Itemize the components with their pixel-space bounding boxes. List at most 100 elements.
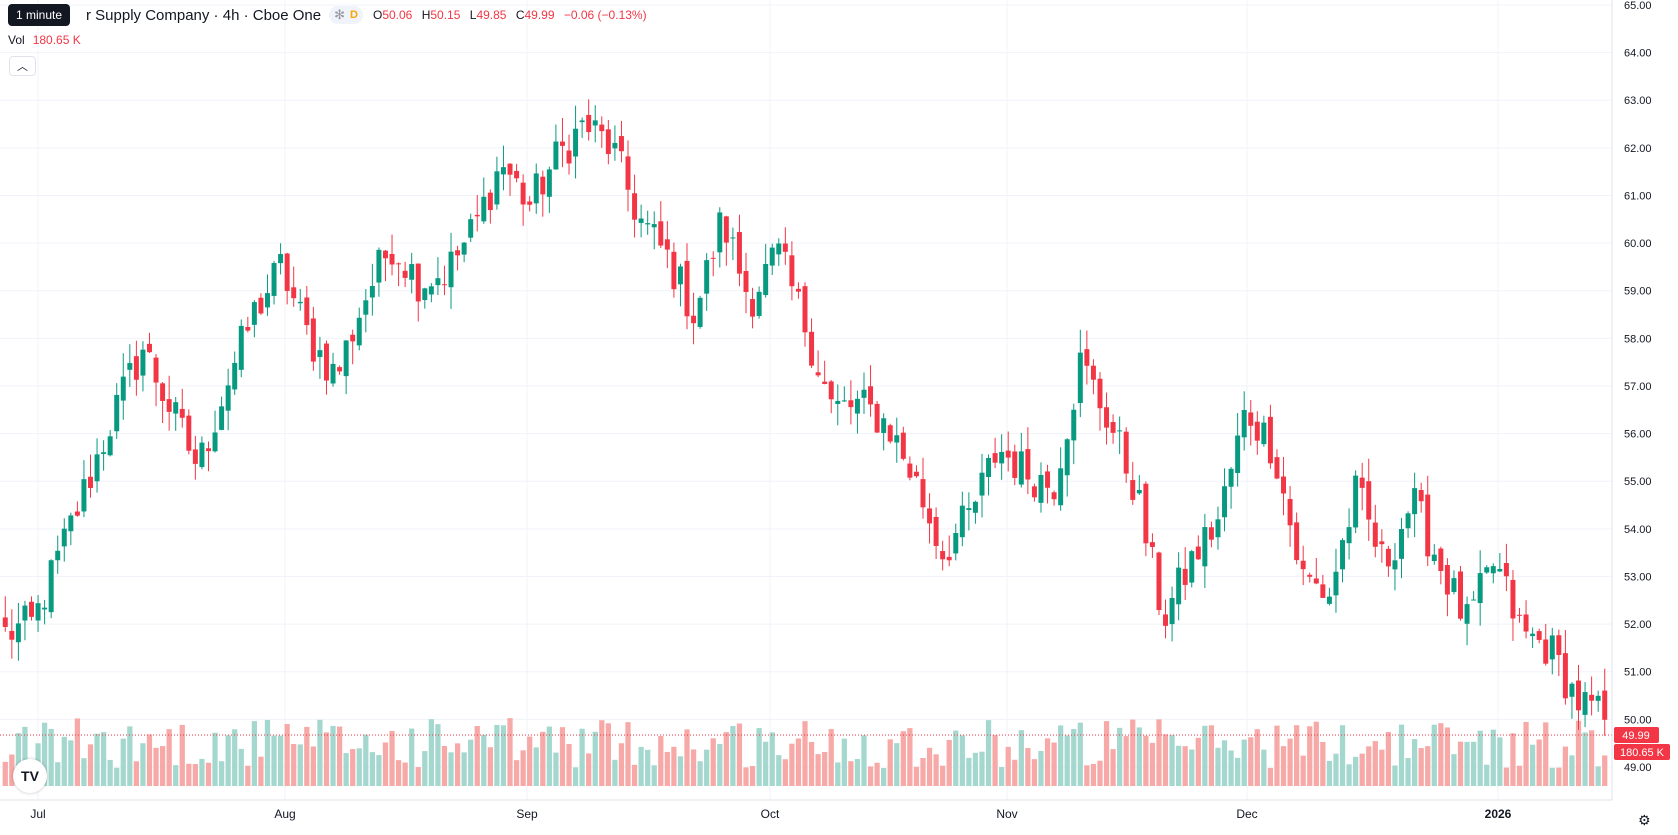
candle: [1130, 461, 1136, 505]
candle: [1294, 512, 1300, 565]
candle: [717, 207, 723, 268]
volume-bar: [1431, 724, 1437, 786]
candle: [376, 247, 382, 297]
volume-bar: [1477, 730, 1483, 786]
tradingview-logo-icon[interactable]: TV: [13, 759, 47, 793]
volume-bar: [1549, 767, 1555, 786]
candle: [1576, 664, 1581, 730]
volume-bar: [1451, 754, 1457, 786]
collapse-legend-button[interactable]: ︿: [9, 56, 36, 76]
volume-bar: [323, 732, 330, 786]
volume-bar: [441, 746, 448, 786]
volume-bar: [1162, 734, 1169, 786]
volume-bar: [500, 725, 507, 786]
candle: [225, 368, 231, 431]
gear-icon[interactable]: ⚙: [1638, 812, 1651, 828]
price-tick-label: 54.00: [1624, 524, 1652, 536]
candle: [9, 609, 15, 659]
volume-bar: [1523, 721, 1529, 786]
candle: [1359, 462, 1365, 511]
candle: [756, 286, 762, 319]
volume-bar: [395, 760, 402, 786]
volume-bar: [1071, 728, 1077, 786]
candle: [1228, 467, 1234, 509]
volume-bar: [671, 746, 677, 786]
candle: [1117, 416, 1123, 455]
candle: [1235, 413, 1241, 487]
volume-bar: [494, 724, 500, 786]
volume-bar: [940, 765, 946, 786]
candle: [1372, 504, 1378, 558]
candle: [795, 282, 801, 299]
volume-bar: [297, 744, 303, 786]
volume-bar: [1189, 749, 1195, 786]
candle: [245, 316, 251, 333]
volume-bar: [1569, 755, 1575, 786]
volume-bar: [782, 759, 788, 786]
volume-bar: [520, 750, 526, 786]
volume-bar: [258, 756, 264, 786]
volume-bar: [232, 729, 238, 786]
candle: [1281, 456, 1287, 516]
volume-bar: [356, 748, 362, 786]
candle: [199, 436, 205, 470]
price-tick-label: 62.00: [1624, 143, 1652, 155]
volume-bar: [802, 721, 808, 786]
candle: [455, 245, 461, 271]
candle: [278, 243, 284, 275]
volume-bar: [159, 746, 166, 786]
volume-bar: [1457, 741, 1464, 786]
last-volume-value: 180.65 K: [1620, 747, 1665, 759]
candle: [186, 409, 192, 455]
chart-grid: [0, 0, 1612, 800]
volume-bar: [658, 735, 664, 786]
volume-bar: [1136, 727, 1142, 786]
volume-bar: [828, 729, 834, 786]
volume-bar: [1529, 744, 1536, 786]
candle: [219, 396, 225, 431]
price-tick-label: 58.00: [1624, 333, 1652, 345]
candle: [1412, 472, 1418, 538]
interval-badge: D: [350, 9, 358, 21]
candle: [546, 166, 552, 213]
volume-bar: [1307, 726, 1313, 786]
volume-bar: [795, 738, 802, 786]
volume-bar: [1438, 723, 1444, 786]
candle: [1090, 359, 1096, 395]
volume-bar: [1084, 765, 1090, 786]
candle: [979, 453, 985, 518]
volume-bar: [376, 755, 382, 786]
candle: [704, 253, 710, 311]
volume-bar: [48, 728, 54, 786]
candle: [1195, 535, 1201, 560]
volume-bar: [631, 764, 638, 786]
volume-bar: [1510, 733, 1516, 786]
candle: [868, 365, 874, 417]
candle: [42, 599, 48, 625]
candle: [192, 435, 198, 480]
candle: [677, 263, 683, 307]
volume-bar: [612, 759, 618, 786]
candle: [651, 211, 657, 250]
volume-bar: [992, 735, 998, 786]
volume-bar: [107, 759, 113, 786]
volume-bar: [186, 763, 192, 786]
price-axis: 65.00 64.00 63.00 62.00 61.00 60.00 59.00 58.00…: [1611, 0, 1652, 800]
volume-bar: [815, 754, 821, 786]
price-tick-label: 65.00: [1624, 0, 1652, 12]
candle: [1340, 538, 1346, 583]
candle: [507, 163, 513, 196]
candle: [605, 119, 611, 165]
candle: [848, 380, 854, 425]
candle: [1077, 329, 1083, 418]
symbol-title[interactable]: r Supply Company · 4h · Cboe One: [86, 6, 322, 24]
volume-bar: [1149, 742, 1156, 786]
candle: [140, 341, 146, 392]
candle: [684, 243, 690, 330]
candle: [264, 274, 270, 316]
volume-bar: [1110, 749, 1116, 786]
candle: [743, 252, 749, 314]
candle: [337, 365, 343, 375]
candle: [1425, 475, 1431, 567]
